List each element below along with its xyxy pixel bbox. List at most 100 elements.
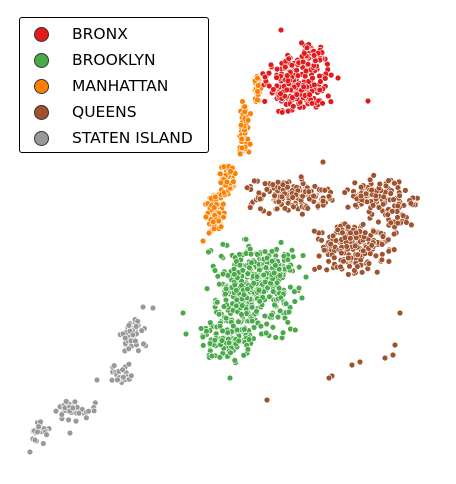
point-brooklyn bbox=[249, 317, 256, 325]
point-brooklyn bbox=[282, 300, 290, 307]
point-manhattan bbox=[210, 225, 218, 232]
point-queens bbox=[400, 212, 407, 219]
point-staten-island bbox=[120, 374, 127, 381]
point-queens bbox=[354, 263, 361, 270]
point-staten-island bbox=[83, 414, 90, 421]
point-manhattan bbox=[205, 229, 213, 237]
point-staten-island bbox=[90, 407, 98, 414]
legend-item-bronx: BRONX bbox=[20, 21, 128, 47]
point-queens bbox=[263, 396, 271, 404]
point-staten-island bbox=[108, 377, 116, 384]
point-staten-island bbox=[149, 304, 157, 312]
point-queens bbox=[352, 242, 359, 250]
point-brooklyn bbox=[290, 253, 297, 260]
point-queens bbox=[338, 249, 345, 257]
point-manhattan bbox=[212, 193, 219, 201]
point-queens bbox=[341, 234, 349, 241]
point-queens bbox=[376, 180, 383, 188]
point-queens bbox=[344, 204, 352, 211]
point-queens bbox=[319, 197, 327, 205]
point-queens bbox=[354, 251, 361, 258]
point-brooklyn bbox=[263, 329, 270, 337]
point-brooklyn bbox=[244, 346, 252, 353]
point-queens bbox=[316, 264, 323, 271]
point-staten-island bbox=[40, 440, 47, 447]
point-manhattan bbox=[211, 204, 218, 211]
point-queens bbox=[263, 186, 271, 193]
point-staten-island bbox=[114, 376, 121, 384]
point-queens bbox=[271, 192, 278, 199]
point-queens bbox=[299, 192, 306, 200]
point-manhattan bbox=[202, 213, 210, 221]
point-manhattan bbox=[244, 117, 252, 124]
point-brooklyn bbox=[230, 322, 237, 330]
point-staten-island bbox=[119, 366, 126, 373]
point-brooklyn bbox=[242, 236, 250, 243]
point-queens bbox=[337, 263, 344, 270]
point-staten-island bbox=[43, 431, 50, 438]
point-queens bbox=[387, 219, 394, 226]
point-queens bbox=[390, 230, 398, 238]
point-brooklyn bbox=[287, 283, 294, 291]
point-queens bbox=[385, 258, 393, 265]
point-queens bbox=[360, 247, 367, 255]
point-bronx bbox=[273, 65, 281, 73]
point-brooklyn bbox=[240, 291, 248, 298]
point-bronx bbox=[301, 50, 308, 57]
point-queens bbox=[357, 183, 365, 191]
point-manhattan bbox=[254, 88, 261, 95]
legend-label-staten-island: STATEN ISLAND bbox=[72, 129, 193, 147]
legend-swatch-manhattan bbox=[34, 78, 49, 94]
point-queens bbox=[391, 180, 398, 187]
point-brooklyn bbox=[276, 272, 283, 279]
point-brooklyn bbox=[235, 337, 242, 345]
point-brooklyn bbox=[239, 267, 247, 274]
point-queens bbox=[356, 358, 364, 366]
point-staten-island bbox=[85, 408, 92, 415]
point-staten-island bbox=[139, 303, 147, 311]
point-queens bbox=[372, 252, 380, 260]
point-brooklyn bbox=[299, 252, 307, 259]
point-brooklyn bbox=[233, 302, 240, 309]
point-queens bbox=[340, 258, 347, 265]
point-brooklyn bbox=[206, 340, 214, 347]
point-brooklyn bbox=[266, 293, 273, 300]
point-queens bbox=[346, 263, 353, 270]
point-bronx bbox=[327, 98, 335, 105]
point-staten-island bbox=[133, 323, 140, 330]
point-queens bbox=[358, 269, 366, 276]
point-manhattan bbox=[238, 135, 245, 143]
point-brooklyn bbox=[271, 269, 278, 277]
point-brooklyn bbox=[208, 352, 216, 360]
point-brooklyn bbox=[241, 326, 248, 333]
legend-item-brooklyn: BROOKLYN bbox=[20, 47, 156, 73]
point-bronx bbox=[317, 78, 324, 85]
point-staten-island bbox=[62, 398, 70, 405]
point-brooklyn bbox=[211, 337, 219, 344]
point-queens bbox=[256, 195, 264, 203]
point-manhattan bbox=[199, 237, 207, 245]
point-brooklyn bbox=[298, 294, 306, 302]
point-manhattan bbox=[241, 108, 248, 116]
point-brooklyn bbox=[269, 257, 276, 265]
point-bronx bbox=[270, 86, 277, 93]
point-queens bbox=[379, 233, 387, 240]
point-queens bbox=[321, 246, 328, 254]
point-brooklyn bbox=[284, 319, 291, 326]
point-brooklyn bbox=[296, 263, 303, 271]
point-queens bbox=[278, 193, 286, 200]
legend-swatch-queens bbox=[34, 104, 49, 120]
point-bronx bbox=[312, 57, 319, 64]
point-manhattan bbox=[241, 103, 249, 110]
point-staten-island bbox=[125, 322, 133, 329]
point-queens bbox=[385, 248, 392, 255]
point-staten-island bbox=[129, 331, 137, 338]
point-bronx bbox=[308, 100, 316, 107]
point-bronx bbox=[306, 91, 313, 98]
point-bronx bbox=[267, 61, 275, 69]
point-queens bbox=[364, 265, 371, 272]
point-brooklyn bbox=[219, 327, 226, 335]
point-queens bbox=[345, 254, 352, 262]
point-bronx bbox=[284, 107, 292, 115]
